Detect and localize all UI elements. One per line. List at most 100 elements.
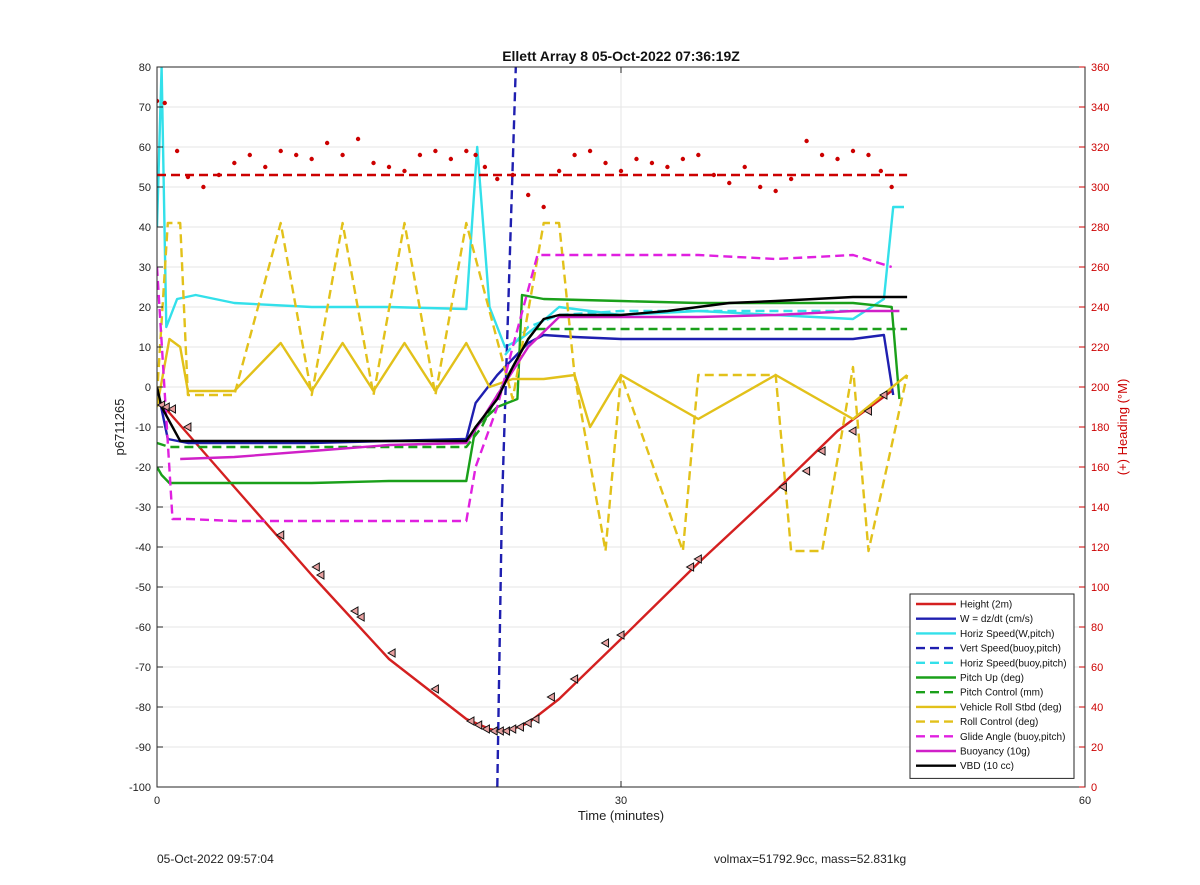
height-marker (569, 674, 579, 684)
legend-box (909, 593, 1075, 779)
heading-point (680, 156, 686, 162)
heading-point (417, 152, 423, 158)
legend-entry: VBD (10 cc) (960, 761, 1014, 772)
axes: 0 30 60-100-90-80-70-60-50-40-30-20-100102… (129, 62, 1109, 807)
heading-point (889, 184, 894, 190)
heading-point (324, 140, 330, 146)
y-axis-label-right: (+) Heading (°M) (1115, 379, 1130, 476)
y-tick-label-right: 300 (1091, 182, 1109, 194)
y-tick-label-right: 340 (1091, 102, 1109, 114)
heading-point (278, 148, 283, 154)
y-tick-label-right: 280 (1091, 222, 1109, 234)
height-marker (847, 426, 857, 436)
height-marker (523, 718, 532, 728)
height-marker (801, 466, 811, 476)
height-marker (167, 404, 176, 414)
y-tick-label-right: 120 (1091, 542, 1109, 554)
heading-point (526, 192, 531, 198)
height-marker (465, 716, 475, 726)
heading-point (788, 176, 794, 182)
x-tick-label: 0 (154, 795, 160, 807)
height-marker (530, 714, 540, 724)
heading-point (850, 148, 856, 154)
heading-point (340, 152, 345, 158)
height-marker (481, 724, 490, 734)
heading-point (758, 184, 763, 190)
y-tick-label-right: 200 (1091, 382, 1109, 394)
heading-point (162, 100, 167, 106)
heading-point (448, 156, 454, 162)
series-layer (157, 67, 909, 787)
y-tick-label-left: 60 (139, 142, 151, 154)
y-tick-label-left: 30 (139, 262, 151, 274)
height-marker (817, 446, 826, 456)
y-tick-label-right: 220 (1091, 342, 1109, 354)
heading-point (309, 156, 314, 162)
heading-point (174, 148, 180, 154)
heading-point (696, 152, 701, 158)
legend-entry: Vert Speed(buoy,pitch) (960, 644, 1061, 655)
heading-point (572, 152, 577, 158)
heading-point (263, 164, 268, 170)
height-markers (156, 390, 888, 736)
height-marker (311, 562, 320, 572)
y-tick-label-left: 50 (139, 182, 151, 194)
heading-point (665, 164, 670, 170)
legend-entry: W = dz/dt (cm/s) (960, 614, 1033, 625)
series-w-dz-dt-cm-s (157, 333, 895, 445)
legend: Height (2m) W = dz/dt (cm/s) Horiz Speed(W… (909, 593, 1075, 779)
heading-point (386, 164, 392, 170)
heading-point (866, 152, 871, 158)
height-marker (778, 482, 787, 492)
y-tick-label-left: 70 (139, 102, 151, 114)
y-tick-label-right: 80 (1091, 622, 1103, 634)
y-tick-label-left: 80 (139, 62, 151, 74)
height-marker (349, 606, 359, 616)
y-tick-label-left: -20 (135, 462, 151, 474)
legend-entry: Height (2m) (960, 600, 1012, 611)
y-tick-label-left: -40 (135, 542, 151, 554)
height-marker (685, 562, 695, 572)
x-axis-label: Time (minutes) (578, 808, 664, 823)
y-tick-label-right: 180 (1091, 422, 1109, 434)
series-vehicle-roll-stbd-deg (157, 337, 908, 429)
height-marker (430, 684, 439, 694)
heading-point (157, 98, 160, 104)
y-tick-label-right: 0 (1091, 782, 1097, 794)
y-tick-label-left: 10 (139, 342, 151, 354)
heading-point (232, 160, 237, 166)
heading-point (482, 164, 488, 170)
height-marker (182, 422, 192, 432)
heading-point (294, 152, 299, 158)
series-glide-angle-buoy-pitch (157, 253, 893, 523)
footer-timestamp: 05-Oct-2022 09:57:04 (157, 852, 274, 866)
height-marker (387, 648, 396, 658)
y-tick-label-left: -60 (135, 622, 151, 634)
y-tick-label-left: -90 (135, 742, 151, 754)
heading-point (587, 148, 593, 154)
series-pitch-up-deg (157, 293, 901, 485)
heading-point (201, 184, 206, 190)
heading-point (603, 160, 608, 166)
heading-point (711, 172, 716, 178)
y-tick-label-right: 260 (1091, 262, 1109, 274)
legend-entry: Pitch Up (deg) (960, 673, 1024, 684)
heading-point (495, 176, 500, 182)
y-tick-label-right: 20 (1091, 742, 1103, 754)
height-marker (600, 638, 610, 648)
heading-point (878, 168, 884, 174)
height-marker (615, 630, 625, 640)
height-marker (546, 692, 555, 702)
heading-point (618, 168, 624, 174)
footer-vehicle-params: volmax=51792.9cc, mass=52.831kg (714, 852, 907, 866)
y-tick-label-right: 40 (1091, 702, 1103, 714)
heading-point (649, 160, 655, 166)
y-tick-label-right: 240 (1091, 302, 1109, 314)
legend-entry: Roll Control (deg) (960, 717, 1038, 728)
height-marker (878, 390, 888, 400)
y-tick-label-right: 100 (1091, 582, 1109, 594)
y-tick-label-left: -10 (135, 422, 151, 434)
x-tick-label: 30 (615, 795, 627, 807)
height-marker (507, 724, 517, 734)
